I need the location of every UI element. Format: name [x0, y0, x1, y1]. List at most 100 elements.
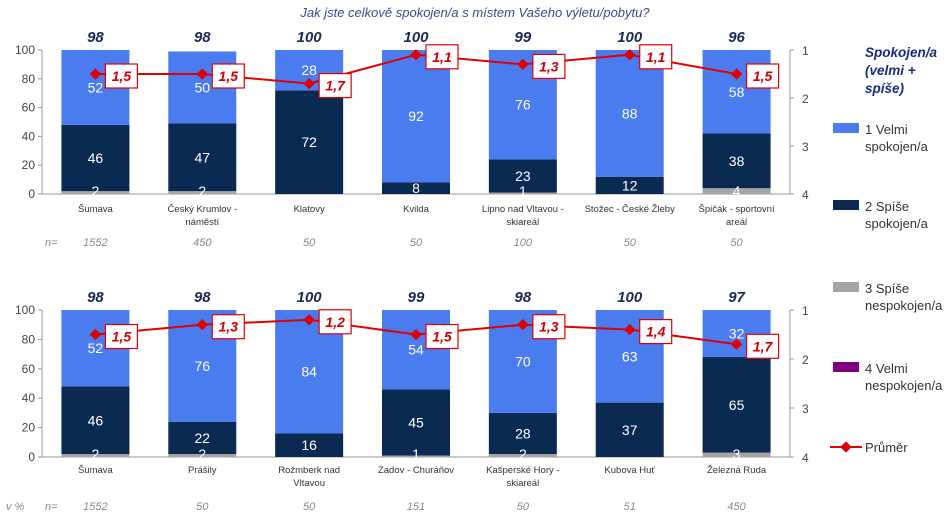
n-value: 100: [514, 237, 533, 249]
average-label-box: [318, 72, 352, 99]
bar-value-label: 70: [515, 353, 531, 369]
legend-label: spokojen/a: [865, 216, 929, 231]
category-label: Zadov - Churáňov: [378, 465, 454, 476]
bar-value-label: 46: [88, 412, 104, 428]
legend-label: 3 Spíše: [865, 281, 909, 296]
average-label-box: [639, 44, 673, 70]
category-label: Stožec - České Žleby: [585, 204, 676, 215]
n-value: 50: [730, 237, 743, 249]
average-value-label: 1,4: [646, 324, 666, 340]
bar-value-label: 12: [622, 177, 638, 193]
bar-segment: [382, 50, 450, 183]
bar-total-label: 98: [87, 29, 104, 46]
right-axis-tick-label: 4: [802, 451, 809, 465]
average-point: [410, 49, 422, 61]
bar-value-label: 3: [733, 446, 741, 462]
right-axis-tick-label: 2: [802, 92, 809, 106]
left-axis-tick-label: 20: [22, 421, 36, 435]
left-axis-tick-label: 80: [22, 332, 36, 346]
bar-total-label: 97: [728, 289, 745, 306]
bar-value-label: 4: [733, 183, 741, 199]
average-label-box: [745, 333, 780, 359]
category-label: Šumava: [78, 465, 114, 476]
bar-value-label: 72: [301, 134, 317, 150]
right-axis-tick-label: 1: [802, 304, 809, 318]
bar-value-label: 52: [88, 79, 104, 95]
bar-value-label: 1: [412, 446, 420, 462]
bar-value-label: 8: [412, 180, 420, 196]
legend-label: 2 Spíše: [865, 199, 909, 214]
bar-value-label: 16: [301, 437, 317, 453]
average-label-box: [211, 314, 245, 340]
bar-value-label: 46: [88, 150, 104, 166]
category-label: Klatovy: [294, 204, 325, 215]
bar-segment: [61, 124, 130, 192]
bar-value-label: 28: [515, 425, 531, 441]
bar-value-label: 47: [194, 149, 210, 165]
legend-swatch: [833, 200, 859, 210]
bar-total-label: 100: [617, 29, 643, 46]
n-value: 50: [517, 501, 530, 513]
bar-value-label: 2: [198, 183, 206, 199]
bar-value-label: 45: [408, 414, 424, 430]
n-value: 1552: [83, 237, 107, 249]
category-label: Kašperské Hory -: [486, 465, 559, 476]
bar-segment: [488, 159, 557, 193]
bar-segment: [702, 452, 771, 457]
category-label: Prášily: [188, 465, 217, 476]
legend-label: 4 Velmi: [865, 361, 908, 376]
bar-segment: [61, 191, 130, 194]
category-label: Lipno nad Vltavou -: [482, 204, 564, 215]
average-value-label: 1,7: [753, 338, 774, 354]
bar-segment: [488, 454, 557, 457]
bar-segment: [168, 123, 237, 192]
bar-value-label: 2: [92, 446, 100, 462]
bar-segment: [702, 357, 771, 453]
bar-value-label: 37: [622, 422, 638, 438]
average-value-label: 1,1: [432, 49, 452, 65]
average-point: [730, 338, 743, 350]
left-axis-tick-label: 100: [15, 43, 35, 57]
n-value: 50: [303, 237, 316, 249]
average-point: [303, 314, 315, 326]
left-axis-tick-label: 80: [22, 72, 36, 86]
bar-value-label: 54: [408, 342, 424, 358]
average-label-box: [211, 63, 245, 89]
legend-label: nespokojen/a: [865, 298, 943, 313]
bar-total-label: 96: [728, 29, 745, 46]
category-label: skiareál: [506, 478, 539, 489]
n-value: 450: [193, 237, 212, 249]
category-label: skiareál: [506, 217, 539, 228]
legend: Spokojen/a (velmi + spíše) 1 Velmi spokojen/…: [830, 45, 943, 455]
legend-title: (velmi +: [865, 63, 916, 78]
n-value: 50: [410, 237, 423, 249]
average-point: [624, 323, 636, 336]
bar-value-label: 2: [519, 446, 527, 462]
bar-total-label: 98: [515, 289, 532, 306]
bar-total-label: 100: [617, 289, 643, 306]
average-point: [624, 49, 636, 61]
left-axis-tick-label: 60: [22, 362, 36, 376]
left-axis-tick-label: 60: [22, 101, 36, 115]
legend-label: nespokojen/a: [865, 378, 943, 393]
average-value-label: 1,1: [646, 49, 666, 65]
bar-segment: [382, 455, 450, 457]
legend-swatch: [833, 282, 859, 292]
n-value: 50: [196, 501, 209, 513]
bar-value-label: 84: [301, 364, 317, 380]
bar-segment: [702, 133, 771, 189]
bar-segment: [382, 182, 450, 194]
category-label: Vltavou: [293, 478, 325, 489]
bar-segment: [702, 188, 771, 194]
legend-label: spokojen/a: [865, 139, 929, 154]
average-point: [196, 319, 208, 331]
bar-value-label: 88: [622, 105, 638, 121]
category-label: areál: [726, 217, 747, 228]
category-label: Rožmberk nad: [278, 465, 340, 476]
average-point: [517, 319, 529, 331]
average-value-label: 1,5: [432, 329, 452, 345]
legend-swatch: [833, 123, 859, 133]
right-axis-tick-label: 3: [802, 402, 809, 416]
